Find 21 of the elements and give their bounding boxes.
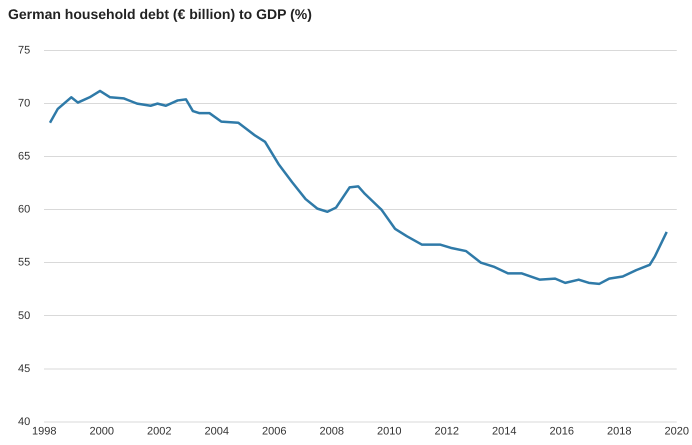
y-tick-label: 60 — [18, 204, 30, 216]
x-tick-label: 1998 — [32, 425, 56, 438]
x-tick-label: 2006 — [262, 425, 286, 438]
y-tick-label: 65 — [18, 150, 30, 163]
y-tick-label: 45 — [18, 362, 30, 375]
x-tick-label: 2000 — [89, 425, 114, 438]
x-tick-label: 2018 — [607, 425, 632, 438]
x-tick-label: 2004 — [204, 425, 229, 438]
x-tick-label: 2002 — [147, 425, 172, 438]
y-tick-label: 75 — [18, 44, 30, 57]
x-tick-label: 2010 — [377, 425, 402, 438]
x-tick-label: 2008 — [320, 425, 344, 438]
y-tick-label: 70 — [18, 98, 30, 110]
chart-title: German household debt (€ billion) to GDP (%) — [8, 6, 312, 22]
x-tick-label: 2014 — [492, 425, 516, 438]
y-tick-label: 50 — [18, 310, 30, 322]
x-tick-label: 2016 — [550, 425, 574, 438]
y-tick-label: 40 — [18, 416, 30, 428]
x-tick-label: 2020 — [664, 425, 690, 438]
y-tick-label: 55 — [18, 256, 30, 269]
x-tick-label: 2012 — [434, 425, 459, 438]
